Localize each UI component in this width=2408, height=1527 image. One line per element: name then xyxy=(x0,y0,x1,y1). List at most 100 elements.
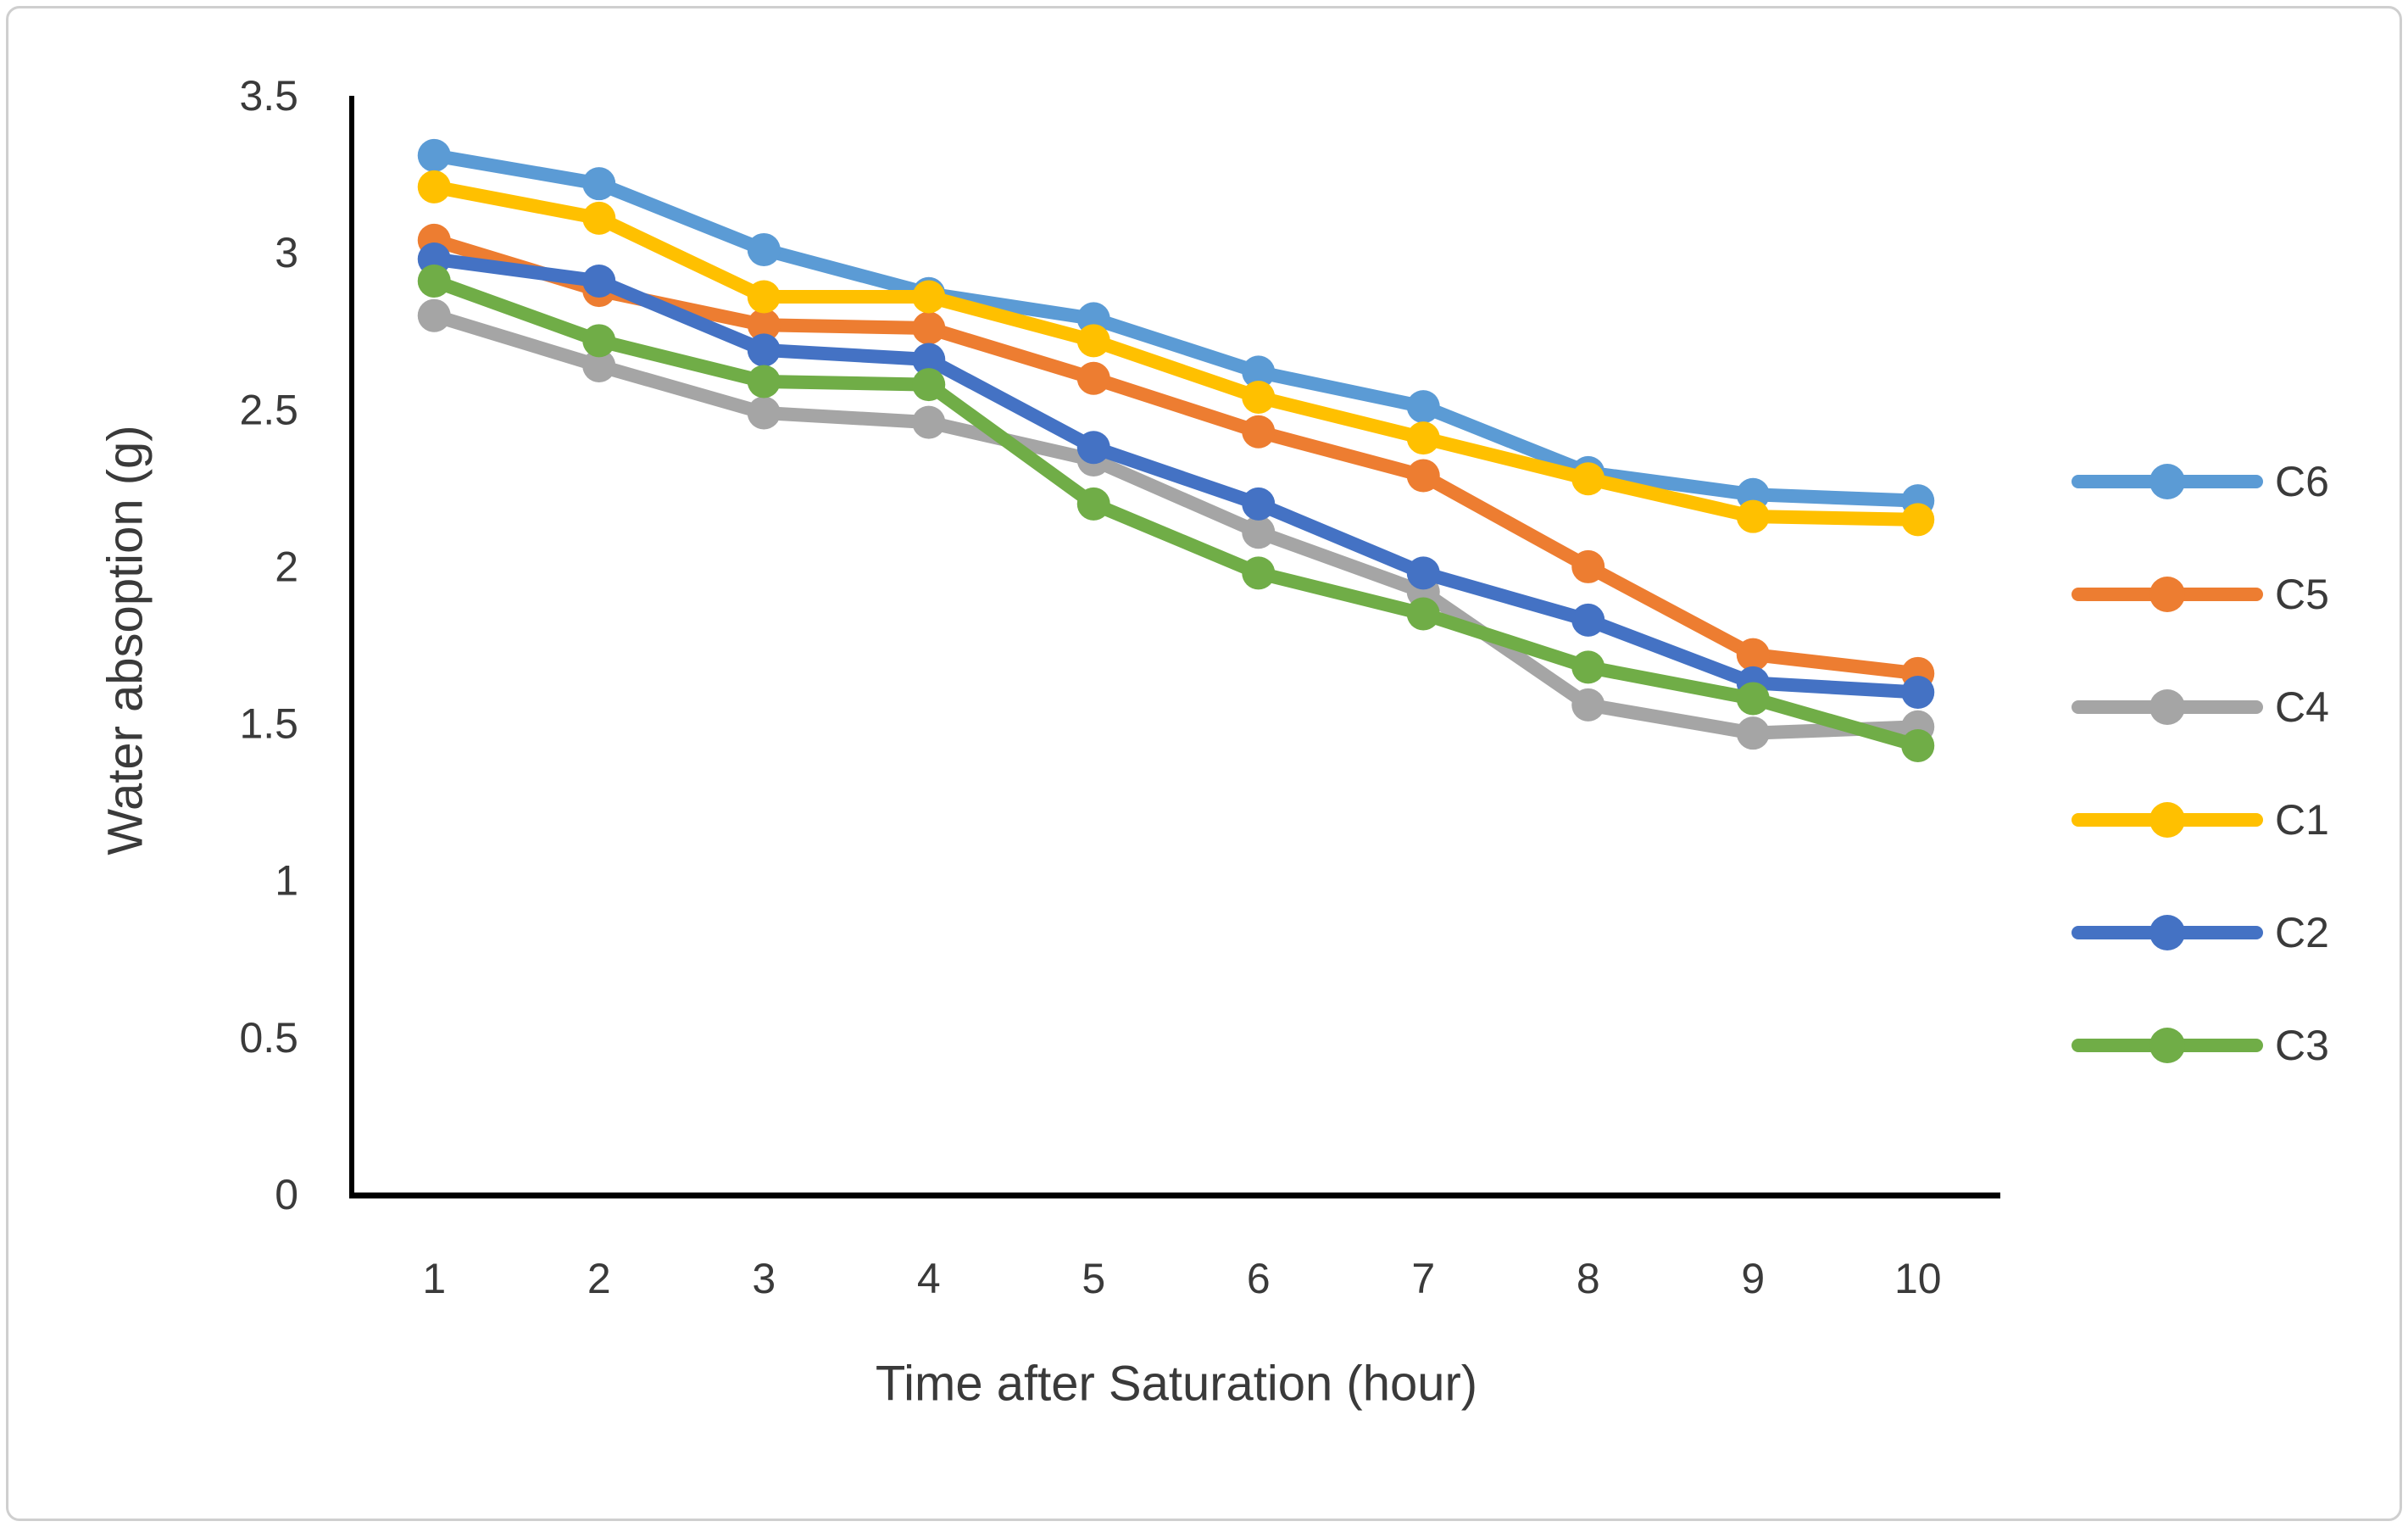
data-point-C1-h7 xyxy=(1406,421,1440,455)
y-tick-label: 2.5 xyxy=(239,386,298,433)
x-tick-label: 6 xyxy=(1247,1255,1271,1302)
series-line-C2 xyxy=(427,252,1925,699)
data-point-C3-h3 xyxy=(747,365,781,398)
data-point-C2-h2 xyxy=(582,264,616,298)
data-point-C6-h7 xyxy=(1406,390,1440,424)
series-C5 xyxy=(417,223,1935,690)
legend: C6 C5 C4 C1 C2 C3 xyxy=(2072,458,2329,1069)
x-tick-label: 10 xyxy=(1894,1255,1942,1302)
legend-item-C5: C5 xyxy=(2072,571,2329,618)
data-point-C6-h3 xyxy=(747,232,781,266)
data-point-C3-h10 xyxy=(1901,728,1935,762)
data-point-C6-h2 xyxy=(582,167,616,201)
legend-item-C6: C6 xyxy=(2072,458,2329,505)
series-C1 xyxy=(417,170,1935,537)
data-point-C4-h6 xyxy=(1242,516,1276,549)
y-tick-label: 0.5 xyxy=(239,1014,298,1062)
data-point-C5-h9 xyxy=(1736,638,1770,672)
series-line-C5 xyxy=(427,233,1925,681)
x-tick-label: 3 xyxy=(752,1255,776,1302)
data-point-C6-h6 xyxy=(1242,355,1276,389)
legend-item-C2: C2 xyxy=(2072,909,2329,956)
y-tick-label: 1 xyxy=(275,857,298,905)
data-point-C3-h7 xyxy=(1406,597,1440,631)
data-point-C1-h3 xyxy=(747,280,781,314)
x-tick-label: 1 xyxy=(422,1255,446,1302)
data-point-C5-h5 xyxy=(1076,361,1110,395)
data-point-C4-h4 xyxy=(912,405,946,439)
series-line-C1 xyxy=(427,180,1925,527)
data-point-C3-h6 xyxy=(1242,556,1276,590)
data-point-C1-h6 xyxy=(1242,380,1276,414)
legend-marker-icon xyxy=(2149,464,2185,499)
y-axis-title: Water absoption (g) xyxy=(97,425,153,855)
y-tick-label: 2 xyxy=(275,543,298,590)
legend-marker-icon xyxy=(2149,577,2185,612)
x-tick-label: 7 xyxy=(1411,1255,1435,1302)
data-point-C3-h1 xyxy=(417,264,451,298)
data-point-C1-h9 xyxy=(1736,499,1770,533)
data-point-C5-h7 xyxy=(1406,459,1440,493)
data-point-C2-h4 xyxy=(912,343,946,376)
data-point-C3-h4 xyxy=(912,368,946,402)
legend-label: C3 xyxy=(2275,1022,2329,1069)
data-point-C2-h8 xyxy=(1571,603,1605,637)
plot-area xyxy=(417,138,1935,762)
y-tick-label: 0 xyxy=(275,1171,298,1218)
figure-border xyxy=(6,6,2402,1521)
data-point-C4-h8 xyxy=(1571,688,1605,722)
legend-label: C2 xyxy=(2275,909,2329,956)
data-point-C2-h6 xyxy=(1242,487,1276,521)
data-point-C1-h1 xyxy=(417,170,451,203)
legend-item-C3: C3 xyxy=(2072,1022,2329,1069)
legend-item-C1: C1 xyxy=(2072,796,2329,844)
data-point-C1-h2 xyxy=(582,201,616,235)
data-point-C5-h8 xyxy=(1571,549,1605,583)
data-point-C1-h5 xyxy=(1076,324,1110,358)
data-point-C3-h8 xyxy=(1571,650,1605,684)
legend-marker-icon xyxy=(2149,689,2185,725)
data-point-C2-h10 xyxy=(1901,676,1935,710)
data-point-C2-h5 xyxy=(1076,431,1110,465)
axes xyxy=(349,96,2000,1199)
data-point-C1-h10 xyxy=(1901,503,1935,537)
x-tick-label: 9 xyxy=(1741,1255,1765,1302)
y-tick-label: 1.5 xyxy=(239,700,298,748)
data-point-C3-h2 xyxy=(582,324,616,358)
legend-item-C4: C4 xyxy=(2072,683,2329,731)
legend-label: C1 xyxy=(2275,796,2329,844)
series-C6 xyxy=(417,138,1935,518)
data-point-C1-h8 xyxy=(1571,462,1605,496)
series-line-C6 xyxy=(427,148,1925,508)
data-point-C1-h4 xyxy=(912,280,946,314)
data-point-C2-h3 xyxy=(747,333,781,367)
y-tick-label: 3.5 xyxy=(239,72,298,120)
data-point-C3-h9 xyxy=(1736,682,1770,716)
x-axis-title: Time after Saturation (hour) xyxy=(875,1356,1478,1412)
x-tick-label: 8 xyxy=(1577,1255,1600,1302)
series-line-C4 xyxy=(427,309,1925,740)
y-tick-label: 3 xyxy=(275,229,298,276)
data-point-C6-h1 xyxy=(417,138,451,172)
series-C3 xyxy=(417,264,1935,762)
series-C4 xyxy=(417,298,1935,750)
data-point-C4-h9 xyxy=(1736,716,1770,750)
legend-label: C6 xyxy=(2275,458,2329,505)
data-point-C3-h5 xyxy=(1076,487,1110,521)
legend-label: C4 xyxy=(2275,683,2329,731)
data-point-C5-h3 xyxy=(747,308,781,342)
legend-marker-icon xyxy=(2149,915,2185,950)
data-point-C2-h7 xyxy=(1406,556,1440,590)
x-tick-label: 2 xyxy=(587,1255,611,1302)
data-point-C4-h2 xyxy=(582,348,616,382)
x-tick-label: 5 xyxy=(1082,1255,1105,1302)
series-line-C3 xyxy=(427,274,1925,753)
data-point-C5-h4 xyxy=(912,311,946,345)
data-point-C4-h1 xyxy=(417,298,451,332)
series-C2 xyxy=(417,242,1935,710)
data-point-C4-h3 xyxy=(747,396,781,430)
legend-marker-icon xyxy=(2149,1028,2185,1063)
tick-labels: 0 0.5 1 1.5 2 2.5 3 3.5 1 2 3 4 5 6 7 8 9 10 xyxy=(239,72,1941,1302)
legend-label: C5 xyxy=(2275,571,2329,618)
